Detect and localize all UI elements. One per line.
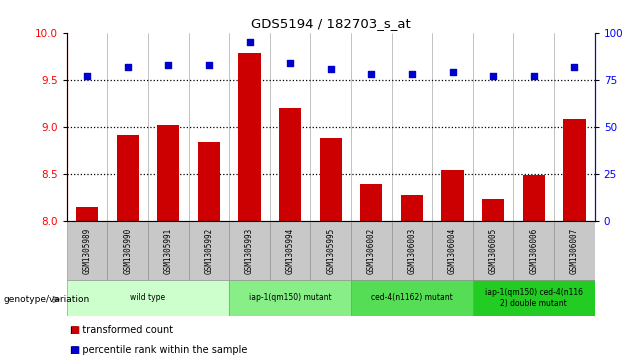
Text: GSM1305994: GSM1305994: [286, 228, 294, 274]
Text: GSM1306005: GSM1306005: [488, 228, 497, 274]
Bar: [563, 119, 586, 221]
Point: [285, 60, 295, 66]
Text: GSM1305989: GSM1305989: [83, 228, 92, 274]
Text: iap-1(qm150) mutant: iap-1(qm150) mutant: [249, 293, 331, 302]
Bar: [351, 280, 473, 316]
Text: genotype/variation: genotype/variation: [3, 295, 90, 304]
Bar: [554, 221, 595, 280]
Point: [488, 73, 498, 79]
Point: [569, 64, 579, 70]
Bar: [107, 221, 148, 280]
Bar: [432, 221, 473, 280]
Text: ■ transformed count: ■ transformed count: [70, 325, 173, 335]
Text: GSM1306006: GSM1306006: [529, 228, 538, 274]
Point: [123, 64, 133, 70]
Title: GDS5194 / 182703_s_at: GDS5194 / 182703_s_at: [251, 17, 411, 30]
Bar: [157, 125, 179, 221]
Bar: [116, 135, 139, 221]
Text: GSM1305990: GSM1305990: [123, 228, 132, 274]
Text: ced-4(n1162) mutant: ced-4(n1162) mutant: [371, 293, 453, 302]
Text: iap-1(qm150) ced-4(n116
2) double mutant: iap-1(qm150) ced-4(n116 2) double mutant: [485, 288, 583, 307]
Point: [163, 62, 174, 68]
Bar: [513, 221, 554, 280]
Bar: [148, 221, 189, 280]
Point: [244, 39, 254, 45]
Bar: [351, 221, 392, 280]
Bar: [270, 221, 310, 280]
Text: GSM1305992: GSM1305992: [204, 228, 214, 274]
Bar: [392, 221, 432, 280]
Bar: [310, 221, 351, 280]
Bar: [360, 184, 382, 221]
Bar: [441, 171, 464, 221]
Bar: [229, 280, 351, 316]
Text: ■ percentile rank within the sample: ■ percentile rank within the sample: [70, 345, 247, 355]
Point: [448, 69, 458, 75]
Bar: [189, 221, 229, 280]
Text: GSM1306002: GSM1306002: [367, 228, 376, 274]
Bar: [279, 108, 301, 221]
Text: GSM1306004: GSM1306004: [448, 228, 457, 274]
Bar: [473, 280, 595, 316]
Point: [204, 62, 214, 68]
Point: [366, 71, 377, 77]
Bar: [482, 199, 504, 221]
Bar: [198, 142, 220, 221]
Bar: [67, 221, 107, 280]
Text: wild type: wild type: [130, 293, 165, 302]
Text: ■: ■: [70, 345, 80, 355]
Bar: [401, 195, 423, 221]
Text: GSM1306003: GSM1306003: [408, 228, 417, 274]
Text: GSM1305995: GSM1305995: [326, 228, 335, 274]
Bar: [523, 175, 545, 221]
Point: [529, 73, 539, 79]
Bar: [67, 280, 229, 316]
Point: [82, 73, 92, 79]
Bar: [238, 53, 261, 221]
Text: GSM1305993: GSM1305993: [245, 228, 254, 274]
Point: [326, 66, 336, 72]
Text: GSM1306007: GSM1306007: [570, 228, 579, 274]
Bar: [76, 207, 98, 221]
Bar: [473, 221, 513, 280]
Bar: [319, 138, 342, 221]
Point: [407, 71, 417, 77]
Bar: [229, 221, 270, 280]
Text: GSM1305991: GSM1305991: [164, 228, 173, 274]
Text: ■: ■: [70, 325, 80, 335]
